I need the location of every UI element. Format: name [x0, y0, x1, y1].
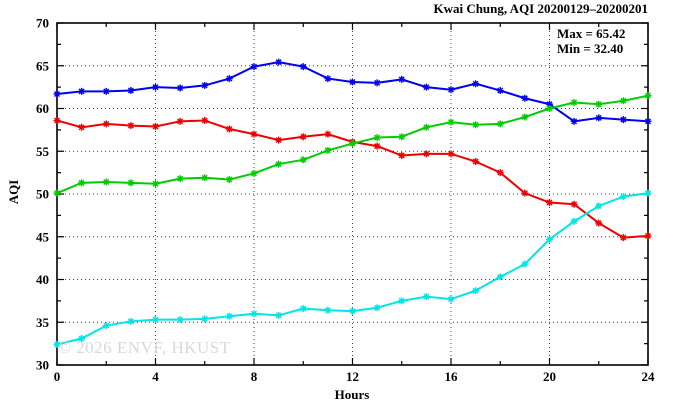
x-tick-label: 16	[445, 369, 459, 384]
y-tick-label: 50	[36, 187, 49, 202]
watermark: © 2026 ENVF, HKUST	[58, 338, 231, 357]
y-tick-label: 45	[36, 229, 50, 244]
series-red-markers	[53, 116, 652, 242]
y-axis-label: AQI	[6, 179, 21, 205]
y-tick-label: 55	[36, 144, 50, 159]
x-tick-label: 0	[54, 369, 61, 384]
x-axis-label: Hours	[334, 387, 370, 402]
x-tick-label: 12	[346, 369, 359, 384]
y-tick-label: 40	[36, 272, 49, 287]
y-tick-label: 70	[36, 16, 49, 31]
max-min-annotation: Max = 65.42 Min = 32.40	[557, 26, 625, 56]
max-annotation-line: Max = 65.42	[557, 26, 626, 41]
chart-title: Kwai Chung, AQI 20200129–20200201	[433, 1, 648, 16]
series-cyan-markers	[53, 189, 652, 348]
series-blue-markers	[53, 58, 652, 125]
x-tick-label: 8	[251, 369, 258, 384]
series-green	[53, 92, 652, 197]
tick-labels: 30 35 40 45 50 55 60 65 70 0 4 8 12 16 20 24	[36, 16, 655, 385]
y-tick-label: 65	[36, 58, 50, 73]
x-tick-label: 4	[152, 369, 159, 384]
y-tick-label: 35	[36, 315, 50, 330]
series-green-markers	[53, 92, 652, 197]
y-tick-label: 60	[36, 101, 49, 116]
min-annotation-line: Min = 32.40	[557, 41, 624, 56]
x-tick-label: 20	[543, 369, 556, 384]
series-cyan	[53, 189, 652, 348]
y-tick-label: 30	[36, 358, 49, 373]
series-blue	[53, 58, 652, 125]
x-tick-label: 24	[642, 369, 656, 384]
